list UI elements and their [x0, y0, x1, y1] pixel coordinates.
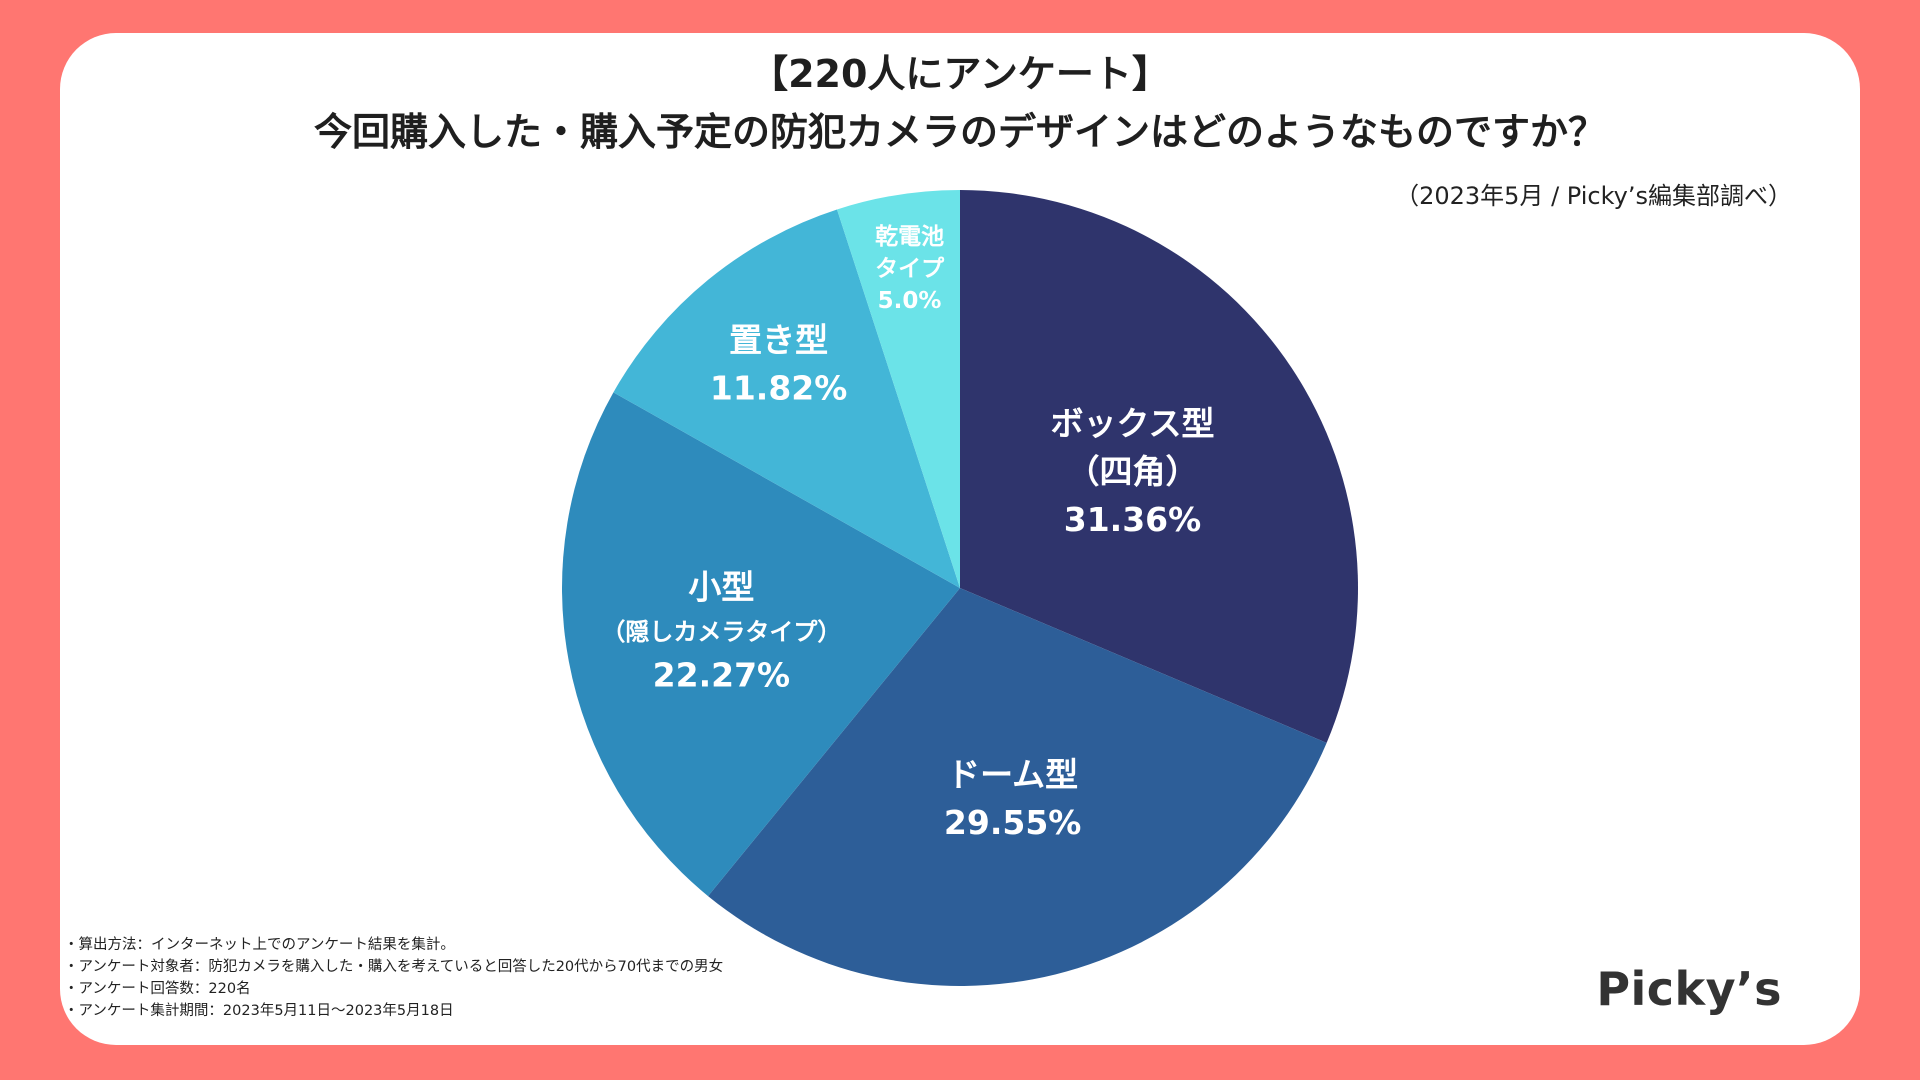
footnote-target: ・アンケート対象者：防犯カメラを購入した・購入を考えていると回答した20代から7… [64, 959, 724, 975]
source-note: （2023年5月 / Picky’s編集部調べ） [1395, 182, 1792, 210]
pie-category-label-4-0: 置き型 [729, 321, 828, 360]
pie-value-label-5: 5.0% [878, 288, 942, 314]
pie-value-label-4: 11.82% [710, 369, 847, 408]
chart-title-line1: 【220人にアンケート】 [750, 52, 1170, 96]
pie-category-label-1-0: ボックス型 [1050, 404, 1214, 443]
pie-slice-3 [562, 392, 960, 897]
pie-category-label-3-0: 小型 [688, 567, 754, 606]
footnotes: ・算出方法：インターネット上でのアンケート結果を集計。 ・アンケート対象者：防犯… [64, 934, 723, 1022]
chart-title-line2: 今回購入した・購入予定の防犯カメラのデザインはどのようなものですか？ [313, 110, 1606, 154]
footnote-count: ・アンケート回答数：220名 [64, 981, 251, 997]
pie-slice-1 [960, 190, 1358, 743]
pie-category-label-1-1: （四角） [1066, 452, 1198, 491]
pie-category-label-5-0: 乾電池 [875, 223, 944, 250]
footnote-method: ・算出方法：インターネット上でのアンケート結果を集計。 [64, 937, 455, 953]
pie-slice-5 [837, 190, 960, 588]
pie-slice-4 [613, 209, 960, 589]
pie-slice-2 [708, 588, 1327, 986]
pie-category-label-5-1: タイプ [875, 256, 945, 282]
pie-category-label-2-0: ドーム型 [947, 755, 1078, 794]
footnote-period: ・アンケート集計期間：2023年5月11日〜2023年5月18日 [64, 1003, 454, 1019]
pie-category-label-3-1: （隠しカメラタイプ） [601, 618, 841, 646]
brand-logo: Picky’s [1596, 962, 1782, 1016]
pie-value-label-2: 29.55% [944, 803, 1081, 842]
pie-value-label-3: 22.27% [653, 655, 790, 694]
pie-value-label-1: 31.36% [1064, 500, 1201, 539]
